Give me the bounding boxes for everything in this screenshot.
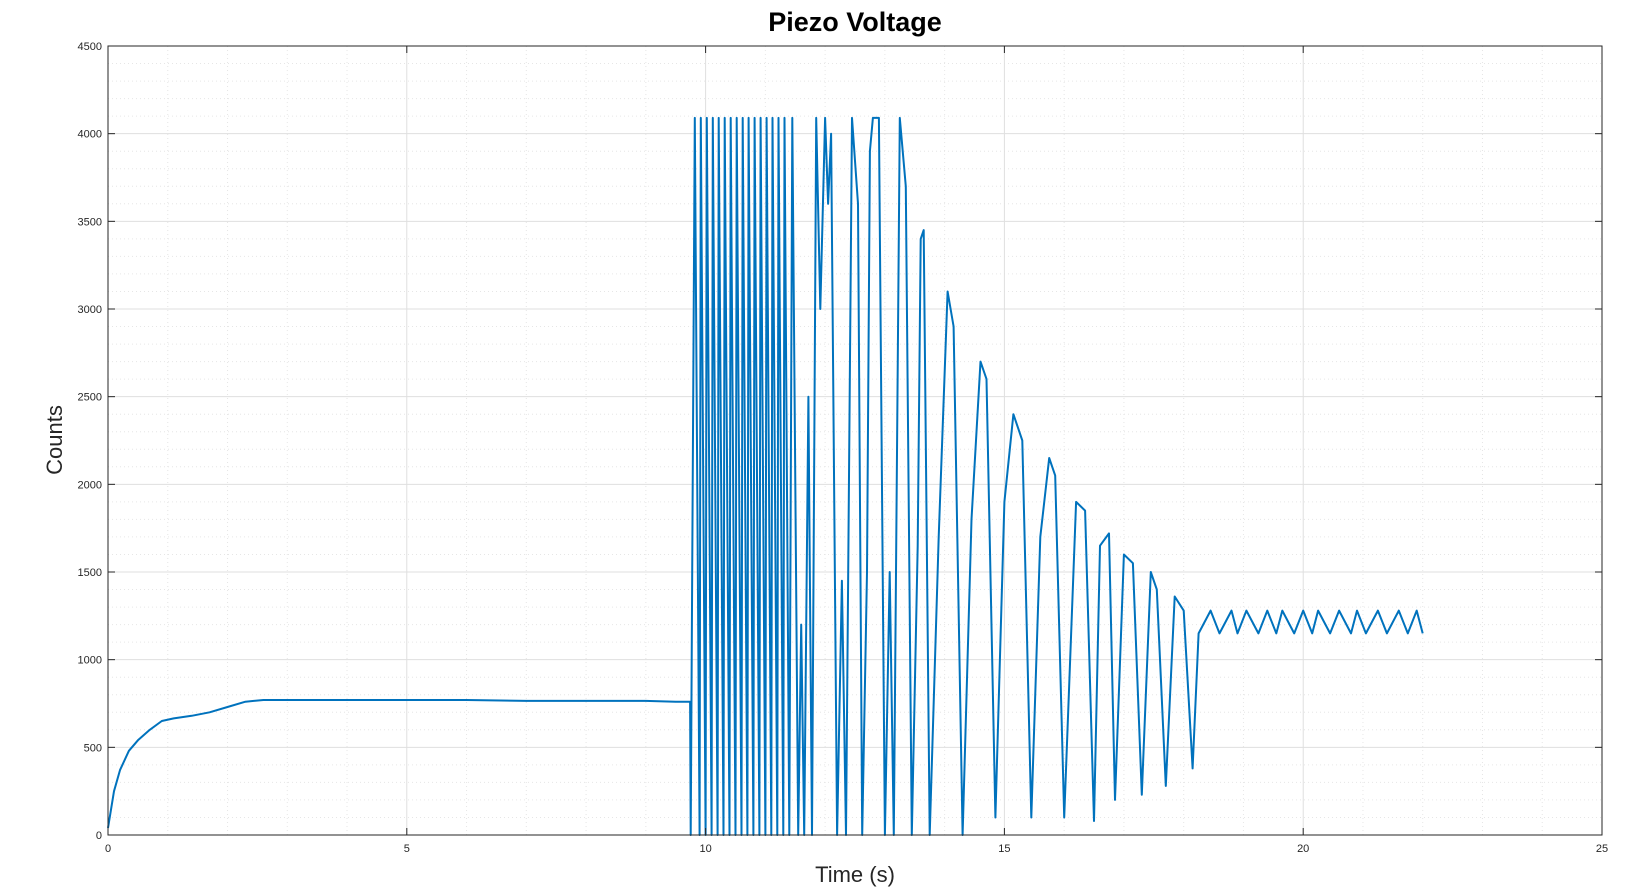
y-axis-label: Counts <box>42 405 67 475</box>
x-tick-label: 20 <box>1297 843 1309 855</box>
y-tick-labels: 0 500 1000 1500 2000 2500 3000 3500 4000 4500 <box>78 41 102 842</box>
plot-frame <box>107 45 1603 836</box>
y-tick-label: 4000 <box>78 129 102 141</box>
y-tick-label: 0 <box>96 830 102 842</box>
ticks <box>107 45 1603 836</box>
series-layer <box>107 116 1424 836</box>
x-axis-label: Time (s) <box>815 862 895 887</box>
x-tick-label: 15 <box>998 843 1010 855</box>
y-tick-label: 2500 <box>78 392 102 404</box>
y-tick-label: 3000 <box>78 304 102 316</box>
y-tick-label: 1000 <box>78 655 102 667</box>
plot-area <box>108 46 1602 835</box>
y-tick-label: 4500 <box>78 41 102 53</box>
x-tick-label: 0 <box>105 843 111 855</box>
chart-title: Piezo Voltage <box>768 7 942 37</box>
x-tick-label: 10 <box>699 843 711 855</box>
y-tick-label: 500 <box>84 742 102 754</box>
x-tick-label: 5 <box>404 843 410 855</box>
y-tick-label: 3500 <box>78 216 102 228</box>
series-line <box>107 116 1424 836</box>
x-tick-label: 25 <box>1596 843 1608 855</box>
x-tick-labels: 0 5 10 15 20 25 <box>105 843 1608 855</box>
y-tick-label: 1500 <box>78 567 102 579</box>
y-tick-label: 2000 <box>78 479 102 491</box>
